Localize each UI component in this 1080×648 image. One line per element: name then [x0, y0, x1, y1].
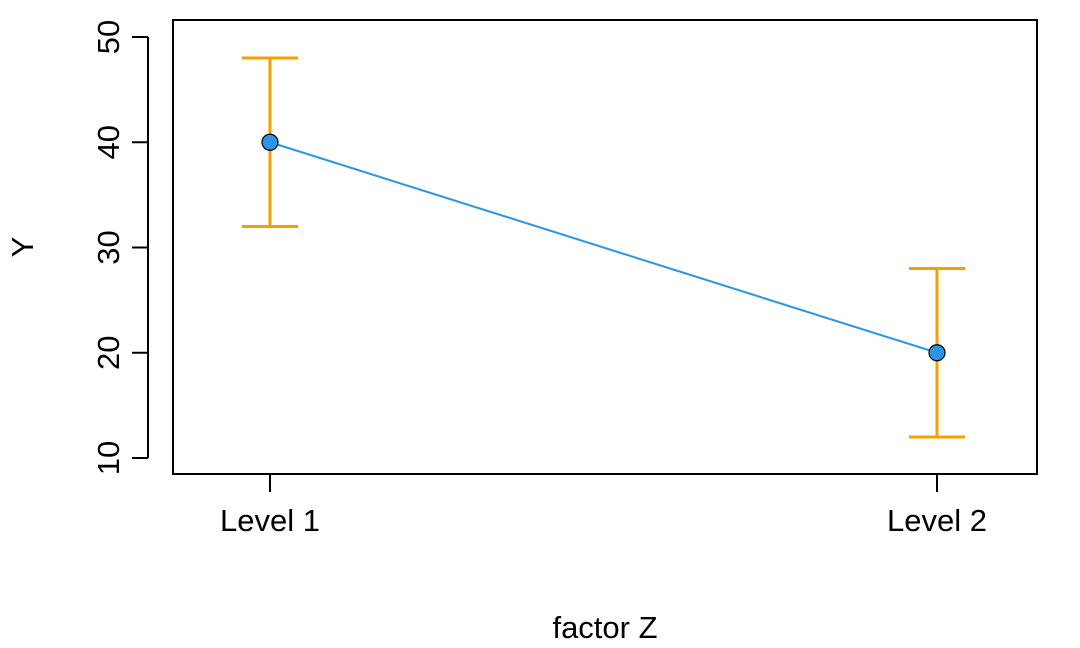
y-tick-label-30: 30	[91, 230, 126, 264]
plot-frame	[172, 19, 1038, 475]
data-point-2	[928, 344, 946, 362]
x-tick-label-2: Level 2	[887, 503, 987, 538]
x-tick-label-1: Level 1	[220, 503, 320, 538]
series-line	[269, 141, 938, 354]
y-axis-label: Y	[5, 237, 40, 258]
series-layer	[242, 56, 965, 439]
y-tick-label-10: 10	[91, 441, 126, 475]
y-axis: 10 20 30 40 50	[91, 20, 149, 475]
y-tick-label-50: 50	[91, 20, 126, 54]
x-axis-label: factor Z	[552, 610, 657, 645]
x-axis: Level 1 Level 2	[220, 474, 987, 538]
y-tick-label-20: 20	[91, 336, 126, 370]
y-tick-label-40: 40	[91, 125, 126, 159]
data-point-1	[261, 133, 279, 151]
